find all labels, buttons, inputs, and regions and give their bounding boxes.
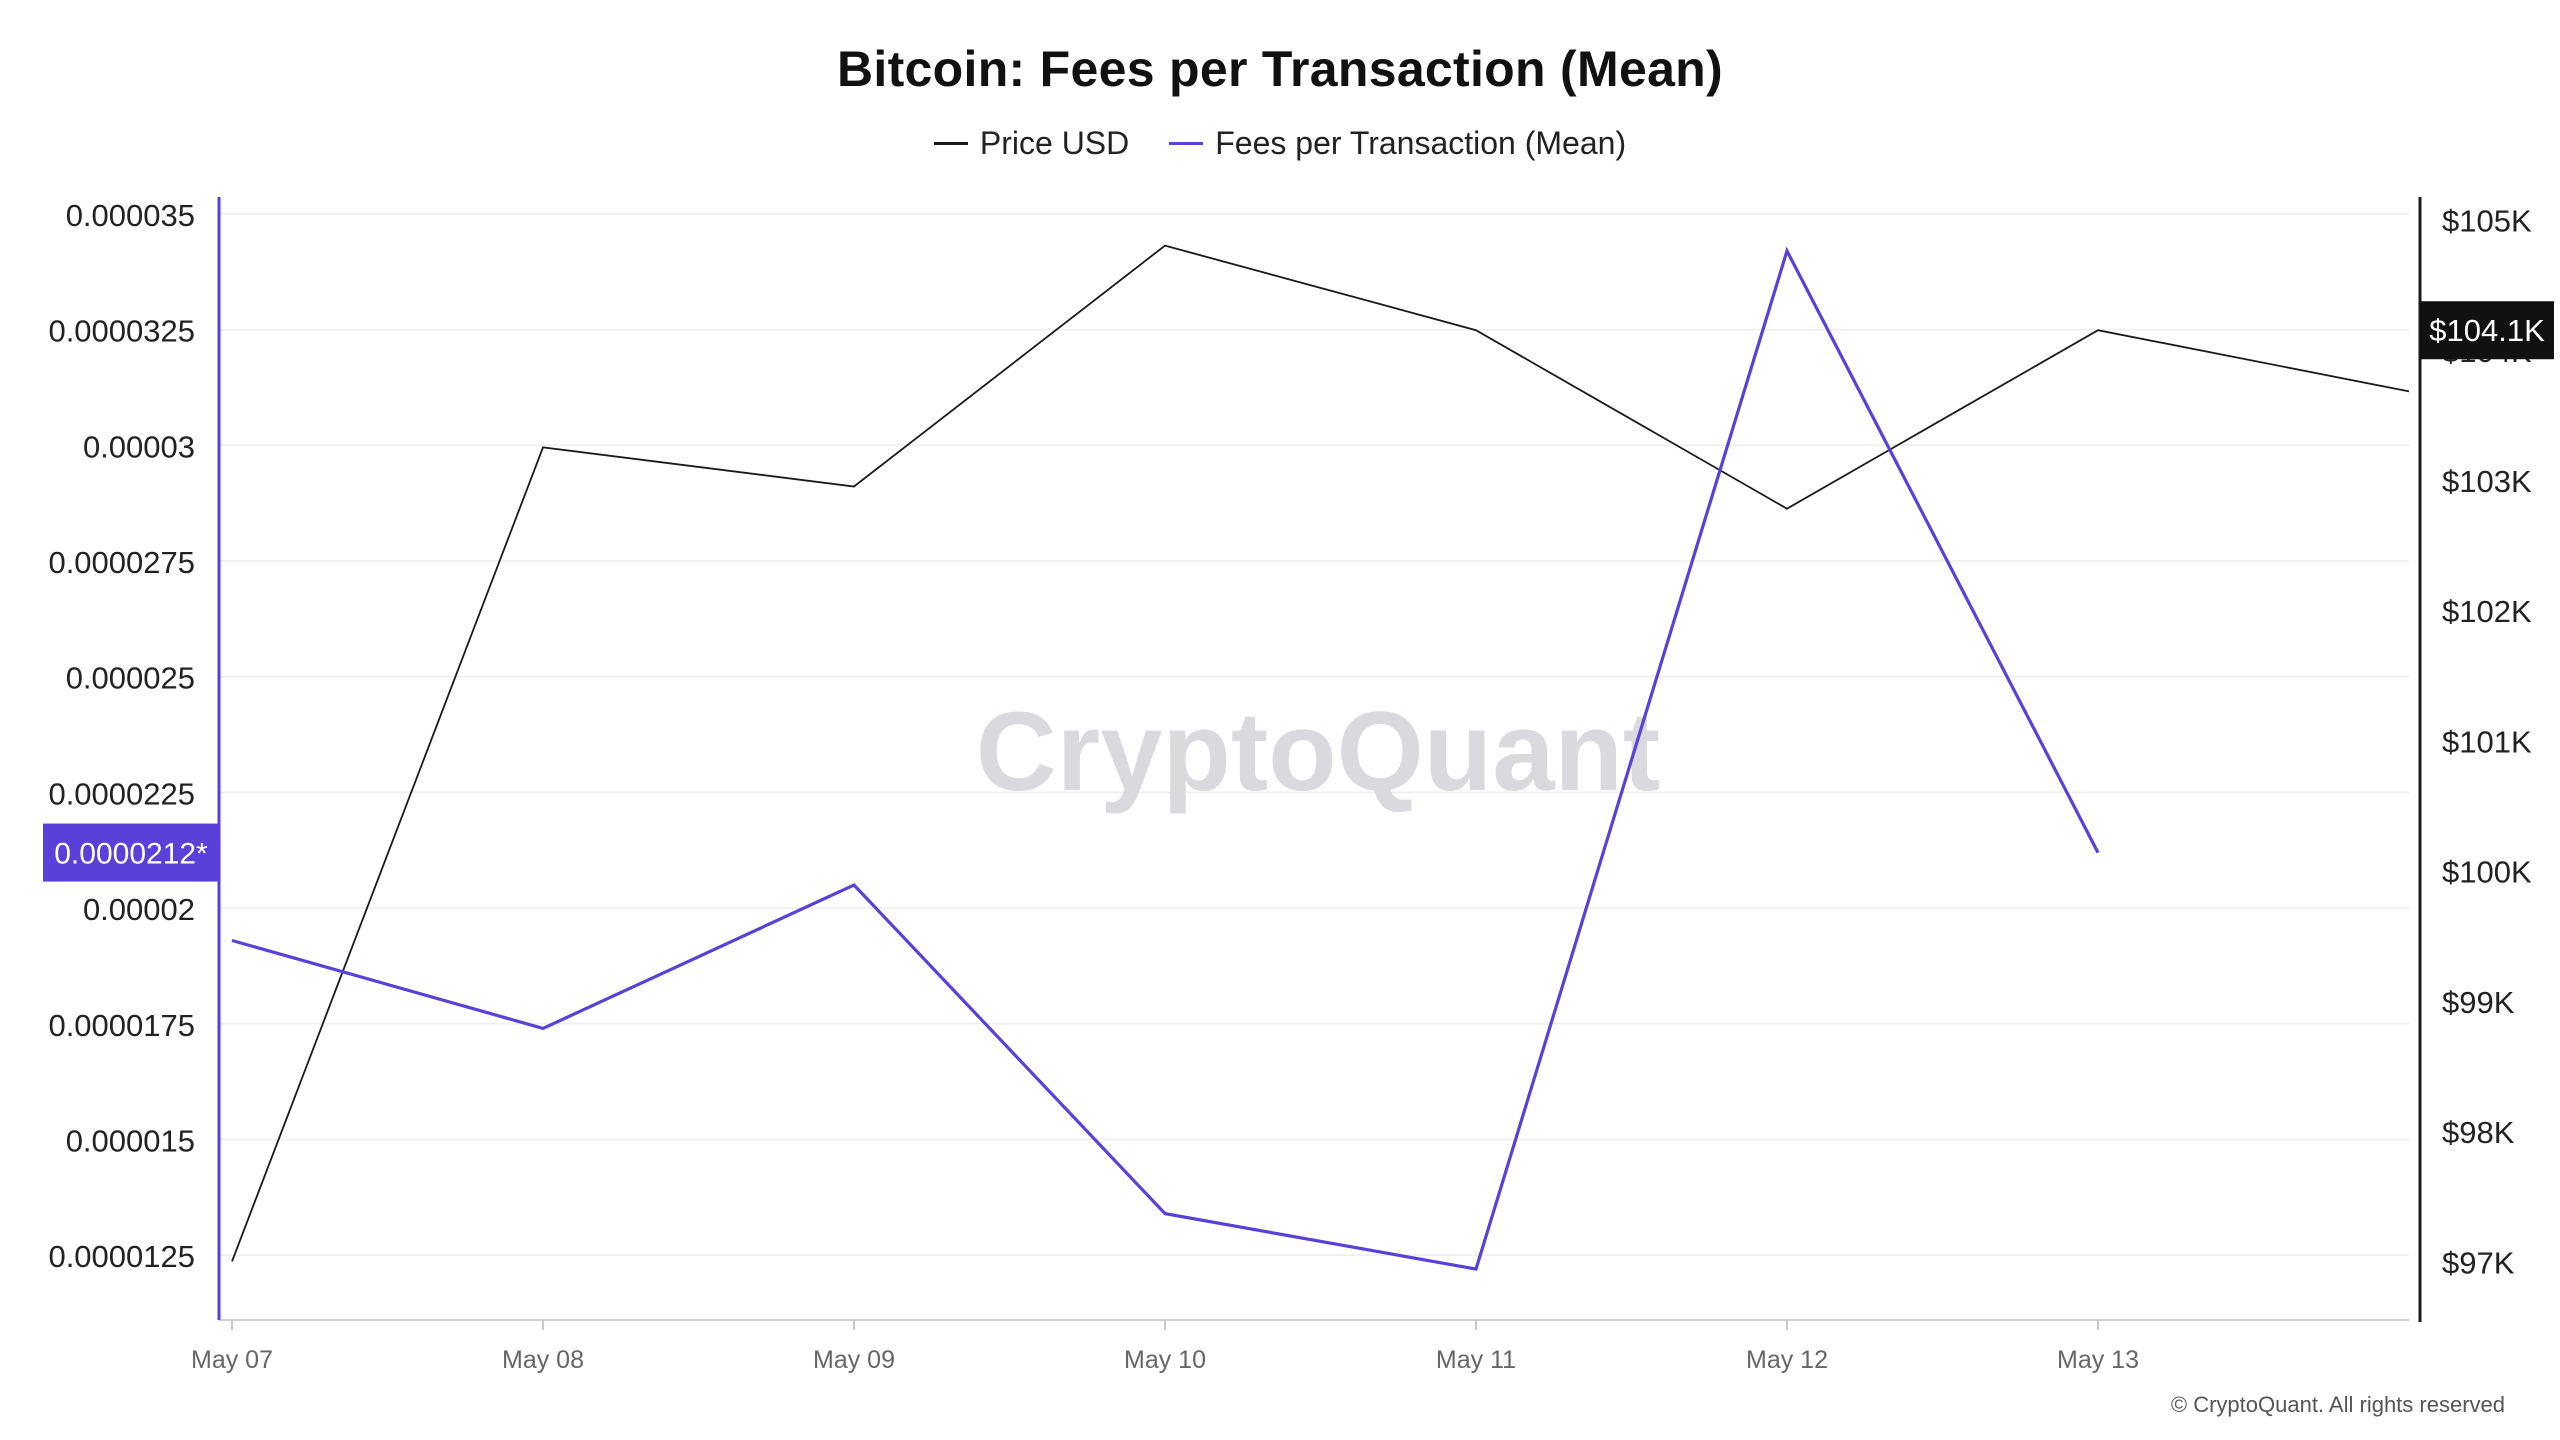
left-axis-tick-label: 0.000035: [66, 198, 195, 233]
left-current-value-badge: [43, 823, 219, 882]
right-axis-tick-label: $97K: [2442, 1245, 2515, 1280]
legend-item-fees[interactable]: Fees per Transaction (Mean): [1169, 125, 1626, 162]
legend-label-fees: Fees per Transaction (Mean): [1215, 125, 1627, 161]
left-axis-tick-label: 0.000025: [66, 661, 195, 696]
x-axis-tick-label: May 07: [191, 1346, 273, 1374]
left-axis-tick-label: 0.0000325: [48, 314, 195, 349]
copyright-text: © CryptoQuant. All rights reserved: [2170, 1392, 2505, 1417]
chart-title: Bitcoin: Fees per Transaction (Mean): [837, 41, 1723, 97]
right-axis-tick-label: $100K: [2442, 855, 2532, 890]
right-axis-tick-label: $99K: [2442, 985, 2515, 1020]
x-axis-tick-label: May 09: [813, 1346, 895, 1374]
legend-label-price: Price USD: [979, 125, 1130, 161]
fees-series-line: [231, 246, 2100, 1271]
left-axis-tick-label: 0.0000175: [48, 1008, 195, 1043]
right-axis-tick-label: $101K: [2442, 724, 2532, 759]
right-axis-tick-label: $103K: [2442, 464, 2532, 499]
right-axis-tick-label: $102K: [2442, 594, 2532, 629]
x-axis-tick-label: May 10: [1124, 1346, 1206, 1374]
right-axis-tick-label: $105K: [2442, 204, 2532, 239]
right-axis-tick-label: $98K: [2442, 1115, 2515, 1150]
x-axis-tick-label: May 13: [2057, 1346, 2139, 1374]
legend-item-price[interactable]: Price USD: [933, 125, 1130, 162]
left-axis-tick-label: 0.00002: [83, 892, 195, 927]
chart-legend: Price USD Fees per Transaction (Mean): [0, 125, 2560, 162]
legend-swatch-price: [933, 142, 968, 145]
x-axis-tick-label: May 12: [1746, 1346, 1828, 1374]
left-axis-tick-label: 0.00003: [83, 429, 195, 464]
right-current-value-label: $104.1K: [2429, 313, 2545, 348]
x-axis-tick-label: May 08: [502, 1346, 584, 1374]
right-current-value-badge: [2420, 301, 2554, 360]
watermark: CryptoQuant: [976, 689, 1660, 814]
left-axis-tick-label: 0.000015: [66, 1124, 195, 1159]
left-axis-tick-label: 0.0000125: [48, 1239, 195, 1274]
price-series-line: [231, 244, 2410, 1262]
left-axis-tick-label: 0.0000275: [48, 545, 195, 580]
left-axis-tick-label: 0.0000225: [48, 776, 195, 811]
x-axis-tick-label: May 11: [1436, 1346, 1516, 1374]
legend-swatch-fees: [1169, 142, 1204, 145]
left-current-value-label: 0.0000212*: [54, 838, 208, 871]
